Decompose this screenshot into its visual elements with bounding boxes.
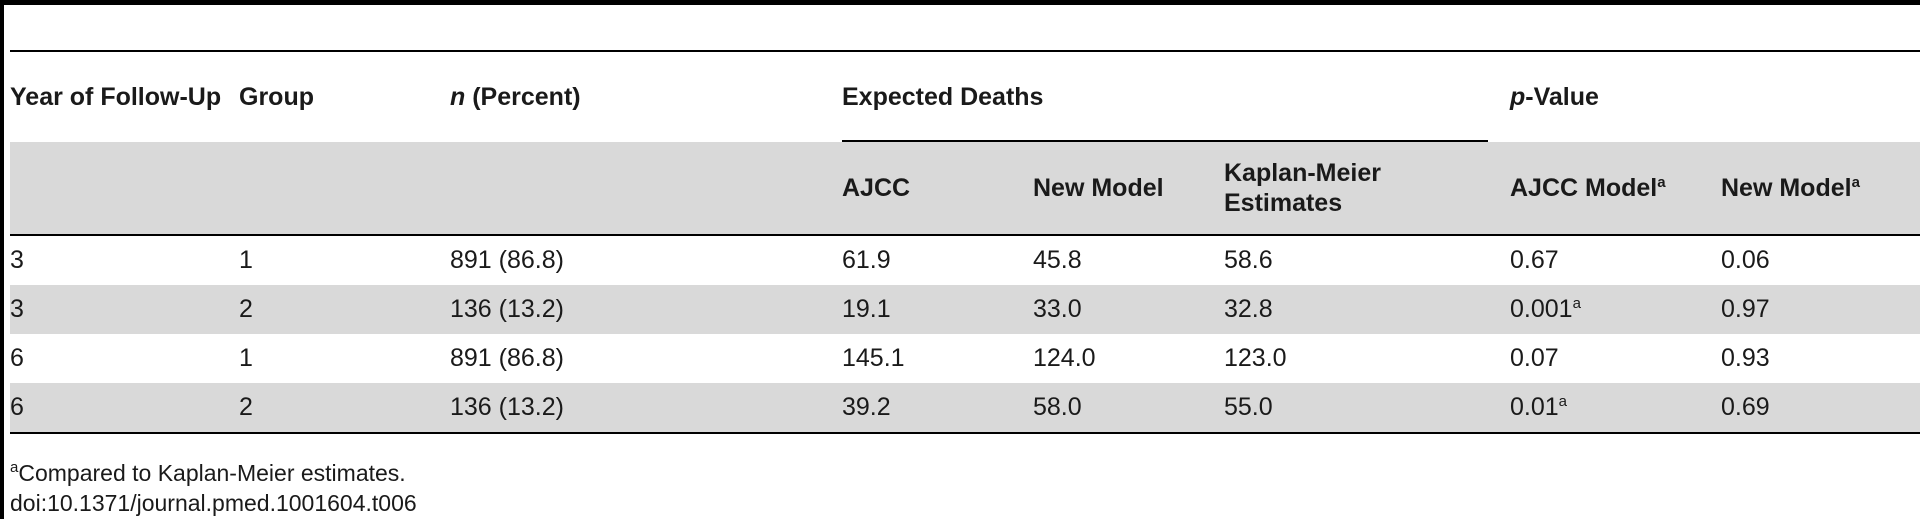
cell-p-new: 0.97 — [1721, 285, 1920, 334]
footnote: aCompared to Kaplan-Meier estimates. — [10, 459, 406, 486]
col-header-kaplan-meier: Kaplan-Meier Estimates — [1224, 142, 1510, 236]
cell-n: 891 (86.8) — [450, 344, 564, 372]
cell-p-ajcc: 0.001a — [1510, 285, 1721, 334]
col-header-expected-deaths: Expected Deaths — [842, 50, 1510, 142]
cell-n: 136 (13.2) — [450, 383, 842, 434]
col-header-year: Year of Follow-Up — [10, 50, 239, 142]
header-blank-n — [450, 142, 842, 236]
cell-ajcc: 61.9 — [842, 246, 891, 274]
header-blank-year — [10, 142, 239, 236]
table-row: 3 1 891 (86.8) 61.9 45.8 58.6 0.67 0.06 — [10, 235, 1920, 285]
cell-n: 136 (13.2) — [450, 285, 842, 334]
cell-year: 6 — [10, 344, 24, 372]
header-row-1: Year of Follow-Up Group n (Percent) Expe… — [10, 50, 1920, 142]
cell-new-model: 33.0 — [1033, 285, 1224, 334]
cell-year: 6 — [10, 383, 239, 434]
cell-n: 891 (86.8) — [450, 246, 564, 274]
table-container: Year of Follow-Up Group n (Percent) Expe… — [10, 50, 1920, 434]
expected-deaths-underline — [842, 140, 1488, 142]
cell-ajcc: 145.1 — [842, 344, 905, 372]
cell-year: 3 — [10, 246, 24, 274]
col-header-group: Group — [239, 50, 450, 142]
table-notes: aCompared to Kaplan-Meier estimates. doi… — [10, 458, 417, 518]
cell-p-new: 0.69 — [1721, 383, 1920, 434]
cell-p-ajcc: 0.07 — [1510, 344, 1559, 372]
header-row-2: AJCC New Model Kaplan-Meier Estimates AJ… — [10, 142, 1920, 236]
col-header-ajcc-model-p: AJCC Modela — [1510, 142, 1721, 236]
cell-p-ajcc: 0.67 — [1510, 246, 1559, 274]
col-header-new-model-p: New Modela — [1721, 142, 1920, 236]
cell-year: 3 — [10, 285, 239, 334]
cell-p-ajcc: 0.01a — [1510, 383, 1721, 434]
cell-new-model: 45.8 — [1033, 246, 1082, 274]
cell-group: 1 — [239, 246, 253, 274]
doi-line: doi:10.1371/journal.pmed.1001604.t006 — [10, 490, 417, 516]
header-blank-group — [239, 142, 450, 236]
col-header-p-value: p-Value — [1510, 50, 1920, 142]
cell-kaplan-meier: 123.0 — [1224, 344, 1287, 372]
cell-p-new: 0.06 — [1721, 246, 1770, 274]
cell-kaplan-meier: 58.6 — [1224, 246, 1273, 274]
data-table: Year of Follow-Up Group n (Percent) Expe… — [10, 50, 1920, 434]
cell-group: 2 — [239, 285, 450, 334]
table-row: 6 1 891 (86.8) 145.1 124.0 123.0 0.07 0.… — [10, 334, 1920, 383]
cell-new-model: 124.0 — [1033, 344, 1096, 372]
cell-group: 2 — [239, 383, 450, 434]
col-header-new-model: New Model — [1033, 142, 1224, 236]
cell-group: 1 — [239, 344, 253, 372]
cell-kaplan-meier: 55.0 — [1224, 383, 1510, 434]
table-row: 6 2 136 (13.2) 39.2 58.0 55.0 0.01a 0.69 — [10, 383, 1920, 434]
cell-new-model: 58.0 — [1033, 383, 1224, 434]
cell-ajcc: 39.2 — [842, 383, 1033, 434]
top-rule — [0, 0, 1920, 5]
col-header-ajcc: AJCC — [842, 142, 1033, 236]
col-header-n: n (Percent) — [450, 50, 842, 142]
cell-kaplan-meier: 32.8 — [1224, 285, 1510, 334]
cell-p-new: 0.93 — [1721, 344, 1770, 372]
left-rule — [0, 0, 4, 519]
cell-ajcc: 19.1 — [842, 285, 1033, 334]
table-row: 3 2 136 (13.2) 19.1 33.0 32.8 0.001a 0.9… — [10, 285, 1920, 334]
